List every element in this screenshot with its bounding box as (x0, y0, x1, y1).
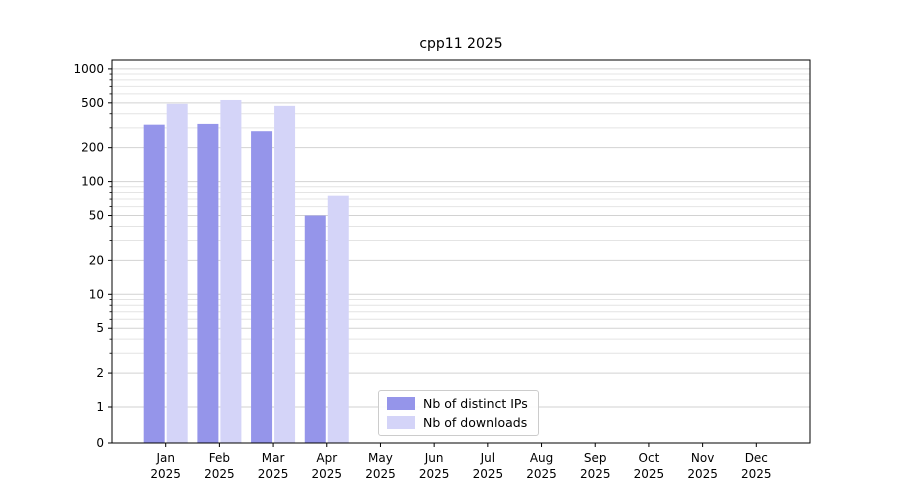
x-tick-label-month: Jul (480, 451, 495, 465)
y-tick-label: 5 (96, 321, 104, 335)
x-tick-label-year: 2025 (473, 467, 504, 481)
x-tick-label-year: 2025 (687, 467, 718, 481)
x-tick-label-year: 2025 (204, 467, 235, 481)
x-tick-label-year: 2025 (634, 467, 665, 481)
x-tick-label-year: 2025 (150, 467, 181, 481)
x-tick-label-year: 2025 (741, 467, 772, 481)
x-tick-label-year: 2025 (580, 467, 611, 481)
bar-distinct-ips-feb (197, 123, 219, 444)
bar-downloads-mar (274, 105, 296, 444)
x-tick-label-month: Oct (639, 451, 660, 465)
x-tick-label-year: 2025 (419, 467, 450, 481)
x-tick-label-month: Jun (424, 451, 444, 465)
x-tick-label-month: Nov (691, 451, 714, 465)
x-tick-label-month: Apr (316, 451, 337, 465)
y-tick-label: 100 (81, 175, 104, 189)
y-tick-label: 50 (89, 209, 104, 223)
legend-swatch-downloads-icon (387, 416, 415, 429)
y-tick-label: 1000 (73, 62, 104, 76)
x-tick-label-year: 2025 (526, 467, 557, 481)
chart-title: cpp11 2025 (419, 36, 503, 52)
bar-downloads-feb (220, 99, 242, 443)
y-tick-label: 20 (89, 253, 104, 267)
x-tick-label-year: 2025 (258, 467, 289, 481)
x-tick-label-year: 2025 (365, 467, 396, 481)
legend-label-distinct-ips: Nb of distinct IPs (423, 396, 528, 411)
x-tick-label-year: 2025 (311, 467, 342, 481)
x-tick-label-month: Aug (530, 451, 553, 465)
legend-item-downloads: Nb of downloads (387, 415, 528, 430)
y-tick-label: 0 (96, 436, 104, 450)
x-tick-label-month: Sep (584, 451, 607, 465)
legend-label-downloads: Nb of downloads (423, 415, 528, 430)
x-tick-label-month: Jan (155, 451, 175, 465)
bar-distinct-ips-jan (143, 124, 165, 444)
bar-downloads-apr (327, 195, 349, 443)
bar-distinct-ips-apr (304, 215, 326, 443)
bar-downloads-jan (166, 103, 188, 443)
legend-swatch-distinct-ips-icon (387, 397, 415, 410)
x-tick-label-month: May (368, 451, 393, 465)
legend-item-distinct-ips: Nb of distinct IPs (387, 396, 528, 411)
x-tick-label-month: Dec (745, 451, 768, 465)
plot-border (111, 59, 811, 444)
y-tick-label: 10 (89, 287, 104, 301)
y-tick-label: 2 (96, 366, 104, 380)
bar-distinct-ips-mar (251, 131, 273, 443)
x-tick-label-month: Feb (209, 451, 230, 465)
y-tick-label: 200 (81, 141, 104, 155)
x-tick-label-month: Mar (262, 451, 285, 465)
legend: Nb of distinct IPs Nb of downloads (378, 390, 539, 436)
y-tick-label: 500 (81, 96, 104, 110)
y-tick-label: 1 (96, 400, 104, 414)
